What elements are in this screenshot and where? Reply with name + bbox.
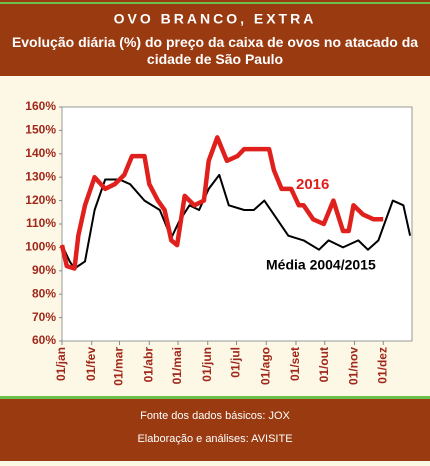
x-tick-label: 01/mar <box>112 347 126 386</box>
x-tick-label: 01/jan <box>54 347 68 381</box>
x-tick-label: 01/fev <box>84 347 98 381</box>
x-tick-label: 01/ago <box>258 347 272 385</box>
chart-subtitle: Evolução diária (%) do preço da caixa de… <box>11 34 419 67</box>
footer-source: Fonte dos dados básicos: JOX <box>140 410 290 422</box>
y-tick-label: 80% <box>32 286 56 300</box>
x-tick-label: 01/nov <box>347 347 361 385</box>
x-tick-label: 01/mai <box>170 347 184 384</box>
footer-band <box>0 396 430 461</box>
x-tick-label: 01/dez <box>375 347 389 384</box>
series-label: Média 2004/2015 <box>266 257 376 273</box>
x-tick-label: 01/jun <box>200 347 214 382</box>
y-tick-label: 160% <box>25 99 56 113</box>
series-line <box>61 173 412 270</box>
footer-stripe <box>0 396 430 399</box>
plot-area <box>61 106 413 342</box>
y-tick-label: 70% <box>32 310 56 324</box>
footer-credit: Elaboração e análises: AVISITE <box>137 433 292 445</box>
y-tick-label: 110% <box>26 216 56 230</box>
header-stripe <box>0 2 430 4</box>
x-tick-label: 01/out <box>317 347 331 382</box>
y-tick-label: 60% <box>32 333 56 347</box>
y-tick-label: 100% <box>25 240 56 254</box>
series-label: 2016 <box>296 176 329 193</box>
subtitle-box: Evolução diária (%) do preço da caixa de… <box>11 34 419 67</box>
y-tick-label: 120% <box>25 193 56 207</box>
x-tick-label: 01/set <box>288 347 302 381</box>
header-band <box>0 0 430 76</box>
y-tick-label: 150% <box>25 123 56 137</box>
y-tick-label: 90% <box>32 263 56 277</box>
chart-title: OVO BRANCO, EXTRA <box>114 11 317 27</box>
x-tick-label: 01/abr <box>141 347 155 383</box>
y-tick-label: 130% <box>25 169 56 183</box>
series-line <box>59 135 384 271</box>
x-tick-label: 01/jul <box>229 347 243 378</box>
y-tick-label: 140% <box>25 146 56 160</box>
